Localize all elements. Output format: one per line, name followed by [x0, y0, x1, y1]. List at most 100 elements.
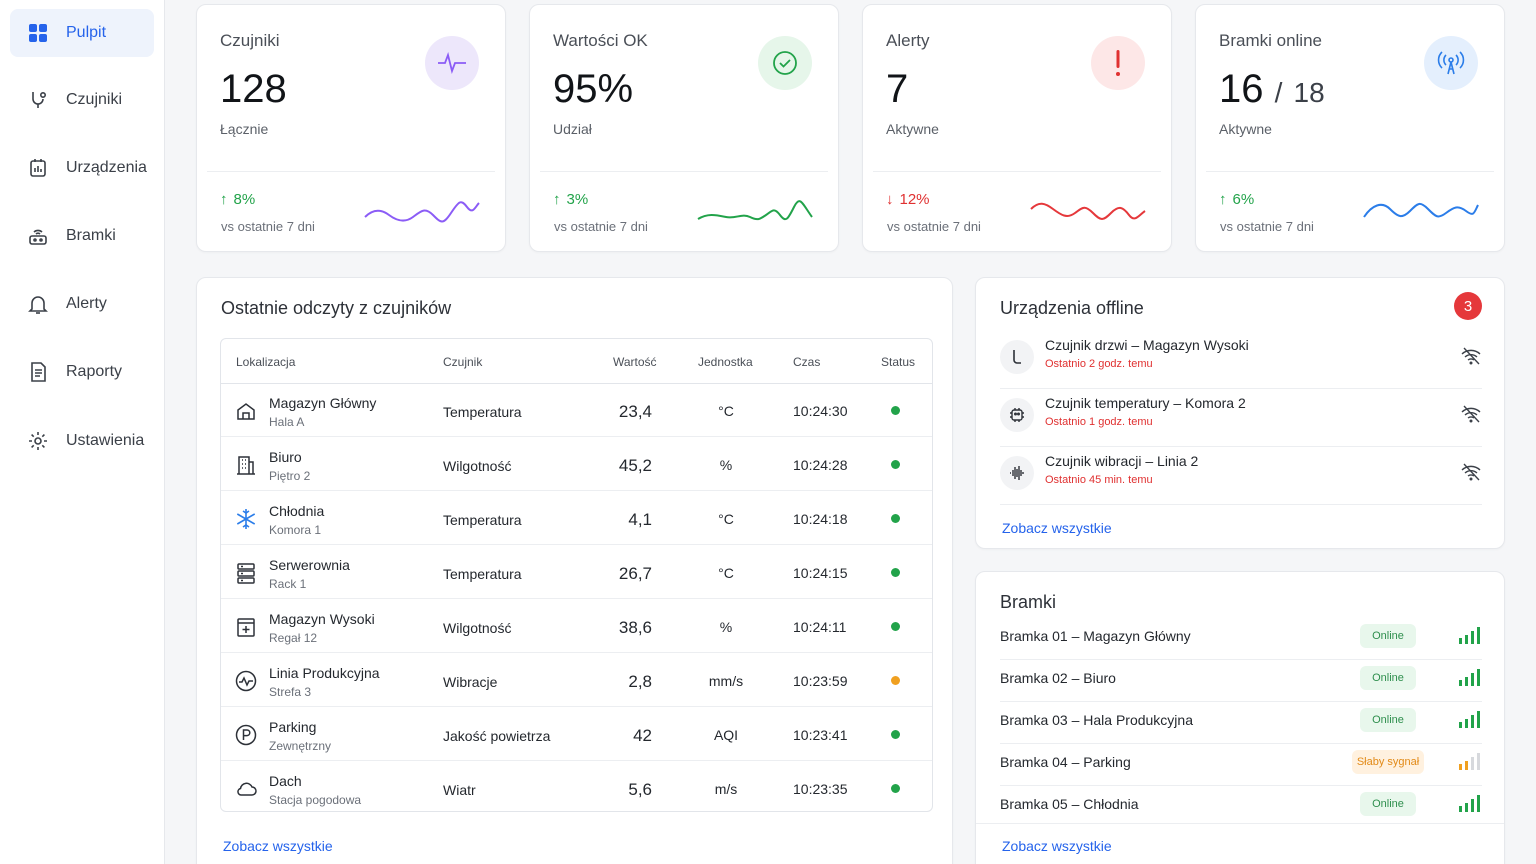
device-icon — [26, 156, 50, 180]
nav-item-czujniki[interactable]: Czujniki — [10, 76, 154, 124]
location-sub: Rack 1 — [269, 577, 307, 591]
offline-count-badge: 3 — [1454, 292, 1482, 320]
readings-panel: Ostatnie odczyty z czujników Lokalizacja… — [196, 277, 953, 864]
list-item[interactable]: Bramka 01 – Magazyn Główny Online — [1000, 618, 1482, 660]
divider — [873, 171, 1161, 172]
nav-item-alerty[interactable]: Alerty — [10, 280, 154, 328]
nav-item-bramki[interactable]: Bramki — [10, 212, 154, 260]
list-item[interactable]: Bramka 05 – Chłodnia Online — [1000, 786, 1482, 828]
list-item[interactable]: Czujnik temperatury – Komora 2 Ostatnio … — [1000, 389, 1482, 447]
column-header[interactable]: Wartość — [613, 355, 657, 369]
gateways-panel: Bramki Bramka 01 – Magazyn Główny Online… — [975, 571, 1505, 864]
stat-value: 16 / 18 — [1219, 67, 1325, 112]
nav-item-ustawienia[interactable]: Ustawienia — [10, 417, 154, 465]
arrow-up-icon: ↑ — [553, 191, 561, 208]
reading-unit: °C — [718, 511, 734, 527]
table-row[interactable]: Dach Stacja pogodowa Wiatr 5,6 m/s 10:23… — [221, 762, 932, 811]
location-name: Chłodnia — [269, 503, 325, 519]
table-row[interactable]: Magazyn Główny Hala A Temperatura 23,4 °… — [221, 384, 932, 437]
see-all-link[interactable]: Zobacz wszystkie — [1002, 520, 1112, 536]
status-dot — [891, 514, 900, 523]
trend-value: 8% — [233, 191, 256, 208]
column-header[interactable]: Czujnik — [443, 355, 483, 369]
table-row[interactable]: Biuro Piętro 2 Wilgotność 45,2 % 10:24:2… — [221, 438, 932, 491]
trend-indicator: ↑ 6% — [1219, 191, 1254, 208]
nav-label: Pulpit — [66, 24, 107, 41]
location-sub: Hala A — [269, 415, 305, 429]
warehouse-icon — [237, 403, 255, 420]
antenna-icon — [1424, 36, 1478, 90]
status-badge: Online — [1360, 708, 1416, 732]
parking-icon — [235, 724, 257, 746]
reading-time: 10:23:35 — [793, 781, 848, 797]
column-header[interactable]: Jednostka — [698, 355, 753, 369]
device-name: Czujnik temperatury – Komora 2 — [1045, 395, 1246, 411]
reading-value: 42 — [633, 726, 652, 745]
sensor-type: Wilgotność — [443, 458, 512, 474]
location-sub: Stacja pogodowa — [269, 793, 362, 807]
location-name: Biuro — [269, 449, 302, 465]
stat-value-total: 18 — [1293, 77, 1325, 108]
stat-value: 128 — [220, 67, 287, 111]
location-sub: Regał 12 — [269, 631, 318, 645]
table-row[interactable]: Magazyn Wysoki Regał 12 Wilgotność 38,6 … — [221, 600, 932, 653]
status-dot — [891, 568, 900, 577]
list-item[interactable]: Bramka 02 – Biuro Online — [1000, 660, 1482, 702]
stat-title: Czujniki — [220, 31, 280, 50]
table-row[interactable]: Chłodnia Komora 1 Temperatura 4,1 °C 10:… — [221, 492, 932, 545]
list-item[interactable]: Czujnik wibracji – Linia 2 Ostatnio 45 m… — [1000, 447, 1482, 505]
cloud-icon — [237, 782, 257, 796]
trend-note: vs ostatnie 7 dni — [554, 219, 648, 234]
reading-value: 38,6 — [618, 618, 652, 637]
see-all-link[interactable]: Zobacz wszystkie — [223, 838, 333, 854]
see-all-link[interactable]: Zobacz wszystkie — [1002, 838, 1112, 854]
device-name: Czujnik drzwi – Magazyn Wysoki — [1045, 337, 1249, 353]
signal-strength-icon — [1459, 669, 1480, 686]
reading-value: 4,1 — [628, 510, 652, 529]
reading-unit: mm/s — [708, 673, 744, 689]
nav-item-pulpit[interactable]: Pulpit — [10, 9, 154, 57]
gateway-name: Bramka 01 – Magazyn Główny — [1000, 628, 1191, 644]
trend-value: 6% — [1232, 191, 1255, 208]
column-header[interactable]: Status — [881, 355, 916, 369]
nav-item-urzadzenia[interactable]: Urządzenia — [10, 144, 154, 192]
activity-icon — [425, 36, 479, 90]
panel-title: Urządzenia offline — [1000, 298, 1144, 318]
readings-table: Lokalizacja Czujnik Wartość Jednostka Cz… — [220, 338, 933, 812]
trend-value: 12% — [899, 191, 930, 208]
signal-strength-icon — [1459, 795, 1480, 812]
status-dot — [891, 784, 900, 793]
trend-note: vs ostatnie 7 dni — [221, 219, 315, 234]
stat-sub: Udział — [553, 121, 592, 137]
column-header[interactable]: Lokalizacja — [236, 355, 296, 369]
status-dot — [891, 676, 900, 685]
signal-strength-icon — [1459, 753, 1480, 770]
table-row[interactable]: Linia Produkcyjna Strefa 3 Wibracje 2,8 … — [221, 654, 932, 707]
snowflake-icon — [236, 509, 256, 529]
reading-value: 5,6 — [628, 780, 652, 799]
list-item[interactable]: Bramka 04 – Parking Słaby sygnał — [1000, 744, 1482, 786]
divider — [207, 171, 495, 172]
trend-indicator: ↑ 8% — [220, 191, 255, 208]
table-header: Lokalizacja Czujnik Wartość Jednostka Cz… — [221, 339, 932, 384]
reading-unit: °C — [718, 403, 734, 419]
nav-label: Raporty — [66, 363, 123, 380]
gear-icon — [26, 429, 50, 453]
reading-time: 10:24:30 — [793, 403, 848, 419]
sensor-type: Wilgotność — [443, 620, 512, 636]
arrow-up-icon: ↑ — [220, 191, 228, 208]
reading-time: 10:23:41 — [793, 727, 848, 743]
list-item[interactable]: Czujnik drzwi – Magazyn Wysoki Ostatnio … — [1000, 331, 1482, 389]
nav-item-raporty[interactable]: Raporty — [10, 348, 154, 396]
column-header[interactable]: Czas — [793, 355, 821, 369]
reading-value: 45,2 — [618, 456, 652, 475]
location-sub: Strefa 3 — [269, 685, 312, 699]
table-row[interactable]: Serwerownia Rack 1 Temperatura 26,7 °C 1… — [221, 546, 932, 599]
trend-note: vs ostatnie 7 dni — [887, 219, 981, 234]
building-icon — [237, 456, 255, 475]
table-row[interactable]: Parking Zewnętrzny Jakość powietrza 42 A… — [221, 708, 932, 761]
sensor-type: Temperatura — [443, 512, 522, 528]
stat-card-wartosci-ok: Wartości OK 95% Udział ↑ 3% vs ostatnie 7… — [529, 4, 839, 252]
list-item[interactable]: Bramka 03 – Hala Produkcyjna Online — [1000, 702, 1482, 744]
panel-title: Bramki — [1000, 592, 1057, 612]
